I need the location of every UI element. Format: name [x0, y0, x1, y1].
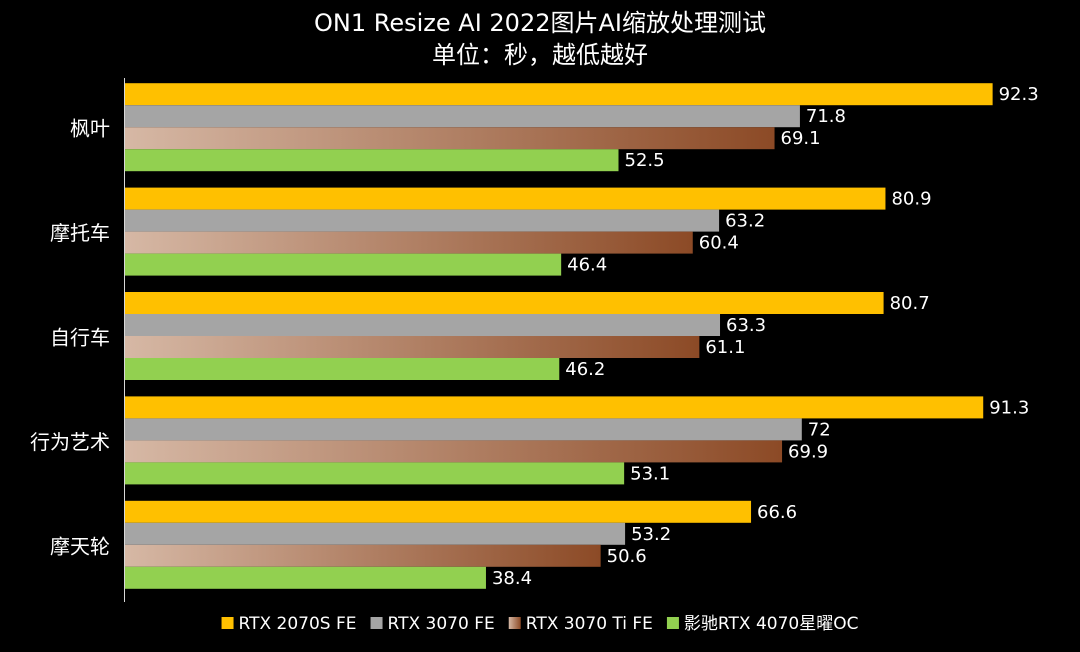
legend: RTX 2070S FE RTX 3070 FE RTX 3070 Ti FE 影驰R…	[221, 614, 859, 634]
value-label: 63.2	[725, 211, 765, 232]
value-label: 69.1	[781, 128, 821, 149]
legend-item: 影驰RTX 4070星曜OC	[666, 614, 859, 634]
bar	[125, 336, 700, 358]
value-label: 92.3	[999, 84, 1039, 105]
value-label: 50.6	[607, 546, 647, 567]
value-label: 46.2	[565, 359, 605, 380]
bar	[125, 127, 775, 150]
bar	[125, 105, 800, 128]
chart-subtitle: 单位：秒，越低越好	[432, 41, 648, 69]
bar	[125, 83, 993, 106]
y-tick-label: 摩天轮	[50, 534, 110, 558]
legend-label: 影驰RTX 4070星曜OC	[684, 614, 859, 634]
value-label: 38.4	[492, 568, 532, 589]
legend-swatch	[666, 617, 679, 629]
value-label: 60.4	[699, 233, 739, 254]
bar	[125, 566, 486, 589]
value-label: 71.8	[806, 106, 846, 127]
value-label: 72	[808, 419, 831, 440]
bar	[125, 187, 886, 210]
value-label: 66.6	[757, 502, 797, 523]
bar	[125, 418, 802, 441]
legend-item: RTX 2070S FE	[221, 614, 357, 634]
legend-item: RTX 3070 Ti FE	[508, 614, 653, 634]
bar	[125, 440, 783, 463]
y-tick-label: 摩托车	[50, 221, 110, 245]
bar	[125, 209, 720, 232]
bar	[125, 396, 984, 419]
chart-title: ON1 Resize AI 2022图片AI缩放处理测试	[314, 9, 766, 37]
value-label: 61.1	[705, 337, 745, 358]
bar	[125, 462, 625, 485]
value-label: 91.3	[989, 397, 1029, 418]
legend-item: RTX 3070 FE	[370, 614, 495, 634]
bar	[125, 522, 626, 545]
y-tick-label: 自行车	[50, 326, 110, 350]
bar	[125, 544, 601, 567]
bar	[125, 149, 619, 172]
bar	[125, 358, 560, 380]
bar	[125, 253, 562, 276]
value-label: 53.1	[630, 463, 670, 484]
value-label: 69.9	[788, 441, 828, 462]
legend-swatch	[370, 617, 383, 629]
y-tick-label: 行为艺术	[30, 430, 110, 454]
value-label: 46.4	[567, 255, 607, 276]
value-label: 63.3	[726, 315, 766, 336]
legend-label: RTX 3070 Ti FE	[526, 614, 653, 634]
value-label: 52.5	[625, 150, 665, 171]
value-label: 80.7	[890, 293, 930, 314]
legend-swatch	[221, 617, 234, 629]
legend-label: RTX 3070 FE	[388, 614, 495, 634]
bar	[125, 314, 721, 336]
legend-label: RTX 2070S FE	[239, 614, 357, 634]
bar	[125, 231, 693, 254]
legend-swatch	[508, 617, 521, 629]
value-label: 80.9	[891, 189, 931, 210]
bar	[125, 292, 884, 314]
value-label: 53.2	[631, 524, 671, 545]
y-tick-label: 枫叶	[70, 117, 110, 141]
bar	[125, 500, 752, 523]
